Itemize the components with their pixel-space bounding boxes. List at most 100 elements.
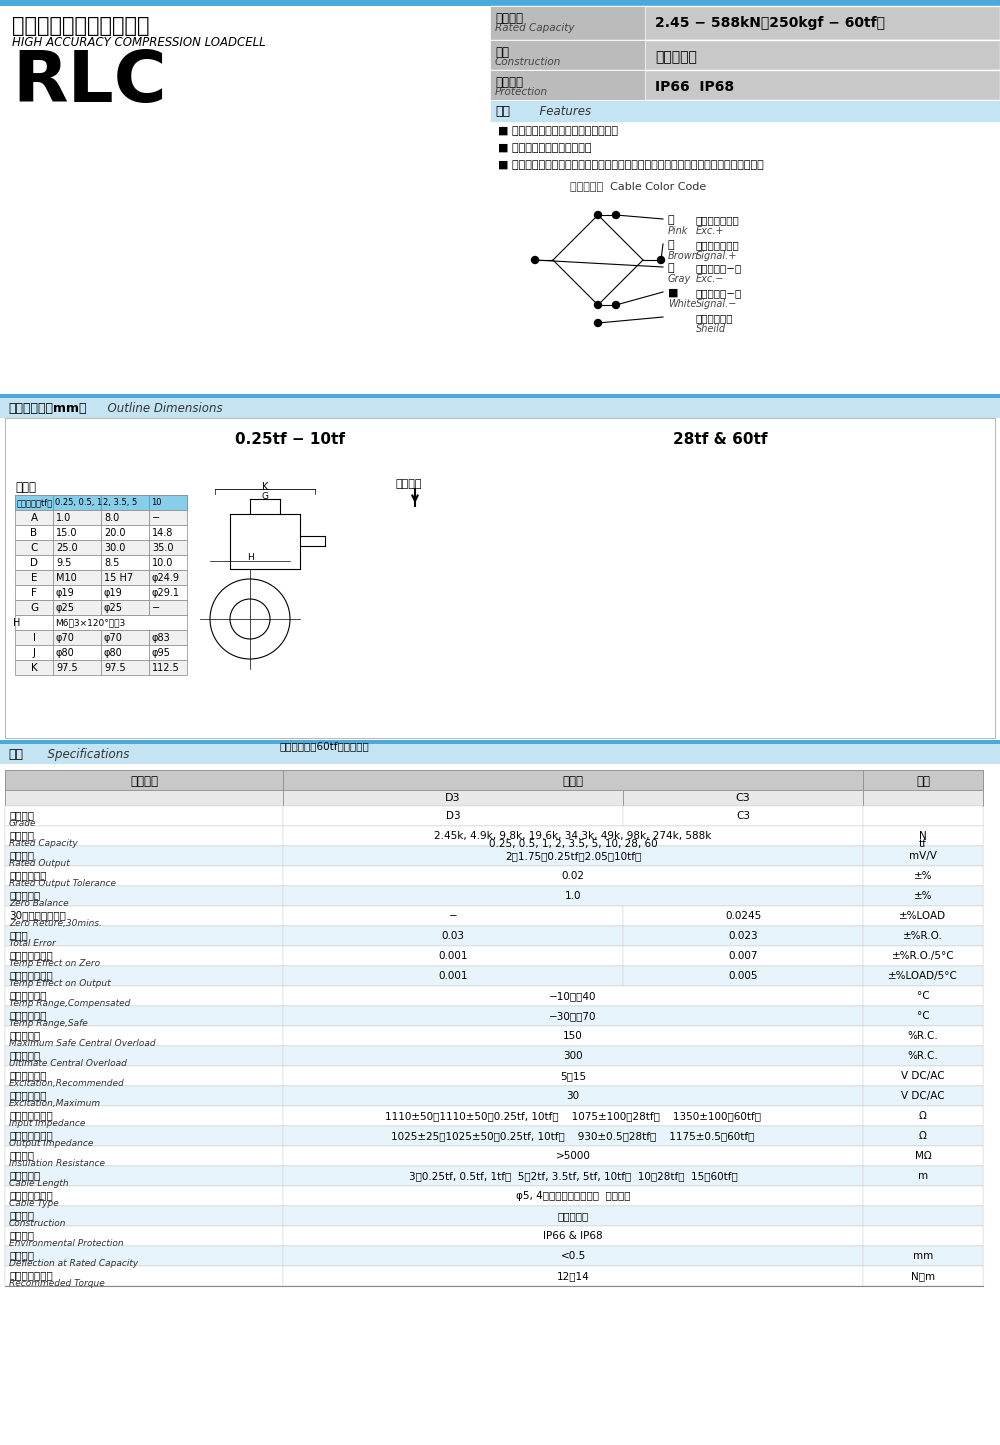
Text: mV/V: mV/V (909, 851, 937, 861)
Text: 0.25, 0.5, 1, 2, 3.5, 5, 10, 28, 60: 0.25, 0.5, 1, 2, 3.5, 5, 10, 28, 60 (489, 840, 657, 850)
Text: H: H (247, 553, 253, 562)
Bar (283, 1225, 863, 1246)
Text: Construction: Construction (495, 56, 561, 66)
Text: 定格出力誤差: 定格出力誤差 (9, 870, 46, 880)
Text: φ19: φ19 (56, 588, 75, 598)
Bar (0, 6, 1000, 394)
Text: 0.001: 0.001 (438, 951, 468, 961)
Text: Rated Output Tolerance: Rated Output Tolerance (9, 879, 116, 889)
Bar (15, 644, 53, 660)
Text: 5～15: 5～15 (560, 1071, 586, 1081)
Bar (623, 926, 863, 946)
Text: 全誤差: 全誤差 (9, 931, 28, 941)
Text: ケーブル長: ケーブル長 (9, 1170, 40, 1181)
Text: IP66 & IP68: IP66 & IP68 (543, 1231, 603, 1241)
Text: C3: C3 (736, 811, 750, 821)
Text: 97.5: 97.5 (104, 663, 126, 673)
Bar (283, 827, 863, 845)
Text: D: D (30, 558, 38, 568)
Text: H: H (13, 618, 21, 629)
Bar (53, 600, 101, 616)
Bar (149, 555, 187, 569)
Text: 9.5: 9.5 (56, 558, 71, 568)
Bar (5, 1026, 983, 1046)
Text: φ80: φ80 (56, 647, 75, 657)
Bar (149, 510, 187, 525)
Bar (863, 1207, 983, 1225)
Bar (5, 1146, 283, 1166)
Text: 出力の温度影響: 出力の温度影響 (9, 970, 53, 980)
Text: Grade: Grade (9, 819, 36, 828)
Bar (5, 1126, 983, 1146)
Text: 0.001: 0.001 (438, 971, 468, 981)
Bar (15, 496, 53, 510)
Bar (863, 906, 983, 926)
Bar (283, 845, 863, 866)
Bar (0, 740, 1000, 744)
Bar (5, 1246, 983, 1266)
Text: 許容過負荷: 許容過負荷 (9, 1030, 40, 1040)
Bar (863, 790, 983, 806)
Bar (5, 1225, 983, 1246)
Text: 28tf & 60tf: 28tf & 60tf (673, 432, 767, 447)
Bar (0, 394, 1000, 397)
Text: IP66  IP68: IP66 IP68 (655, 79, 734, 94)
Text: mm: mm (913, 1251, 933, 1261)
Bar (5, 926, 983, 946)
Text: ±%LOAD: ±%LOAD (899, 910, 947, 920)
Text: 限界過負荷: 限界過負荷 (9, 1051, 40, 1061)
Text: 1110±50（1110±50：0.25tf, 10tf）    1075±100（28tf）    1350±100（60tf）: 1110±50（1110±50：0.25tf, 10tf） 1075±100（2… (385, 1111, 761, 1121)
Text: Features: Features (532, 105, 591, 118)
Text: 0.25tf − 10tf: 0.25tf − 10tf (235, 432, 345, 447)
Bar (863, 1166, 983, 1186)
Text: 1025±25（1025±50：0.25tf, 10tf）    930±0.5（28tf）    1175±0.5（60tf）: 1025±25（1025±50：0.25tf, 10tf） 930±0.5（28… (391, 1131, 755, 1142)
Bar (863, 1046, 983, 1066)
Bar (5, 1186, 283, 1207)
Text: 桃: 桃 (668, 215, 675, 225)
Text: Environmental Protection: Environmental Protection (9, 1238, 124, 1248)
Text: φ95: φ95 (152, 647, 171, 657)
Bar (53, 496, 101, 510)
Bar (5, 926, 283, 946)
Bar (15, 600, 53, 616)
Bar (53, 616, 187, 630)
Text: 15.0: 15.0 (56, 527, 78, 538)
Text: 2.45k, 4.9k, 9.8k, 19.6k, 34.3k, 49k, 98k, 274k, 588k: 2.45k, 4.9k, 9.8k, 19.6k, 34.3k, 49k, 98… (434, 831, 712, 841)
Bar (863, 1186, 983, 1207)
Text: Cable Length: Cable Length (9, 1179, 69, 1188)
Text: Deflection at Rated Capacity: Deflection at Rated Capacity (9, 1259, 138, 1269)
Text: ■ 低外形，高精度，堅牢設計: ■ 低外形，高精度，堅牢設計 (498, 143, 592, 153)
Bar (283, 1066, 863, 1087)
Text: V DC/AC: V DC/AC (901, 1091, 945, 1101)
Bar (149, 569, 187, 585)
Text: 許容温度範囲: 許容温度範囲 (9, 1010, 46, 1020)
Text: 仕様: 仕様 (8, 749, 23, 762)
Bar (15, 585, 53, 600)
Bar (53, 555, 101, 569)
Bar (623, 806, 863, 827)
Text: −: − (152, 513, 160, 523)
Bar (863, 806, 983, 827)
Bar (5, 946, 283, 967)
Bar (5, 967, 983, 985)
Text: B: B (30, 527, 38, 538)
Text: °C: °C (917, 991, 929, 1001)
Bar (149, 660, 187, 675)
Circle shape (612, 302, 620, 308)
Text: −: − (449, 910, 457, 920)
Text: Protection: Protection (495, 87, 548, 97)
Bar (15, 525, 53, 540)
Bar (283, 1246, 863, 1266)
Text: V DC/AC: V DC/AC (901, 1071, 945, 1081)
Text: 0.03: 0.03 (442, 931, 464, 941)
Text: φ70: φ70 (104, 633, 123, 643)
Bar (15, 630, 53, 644)
Text: 高精度圧縮型ロードセル: 高精度圧縮型ロードセル (12, 16, 150, 36)
Text: 10: 10 (151, 499, 162, 507)
Text: 150: 150 (563, 1030, 583, 1040)
Text: Excitation,Maximum: Excitation,Maximum (9, 1100, 101, 1108)
Bar (5, 1026, 283, 1046)
Bar (623, 790, 863, 806)
Text: 0.007: 0.007 (728, 951, 758, 961)
Text: （）内寸法は60tfタイプです: （）内寸法は60tfタイプです (280, 741, 370, 751)
